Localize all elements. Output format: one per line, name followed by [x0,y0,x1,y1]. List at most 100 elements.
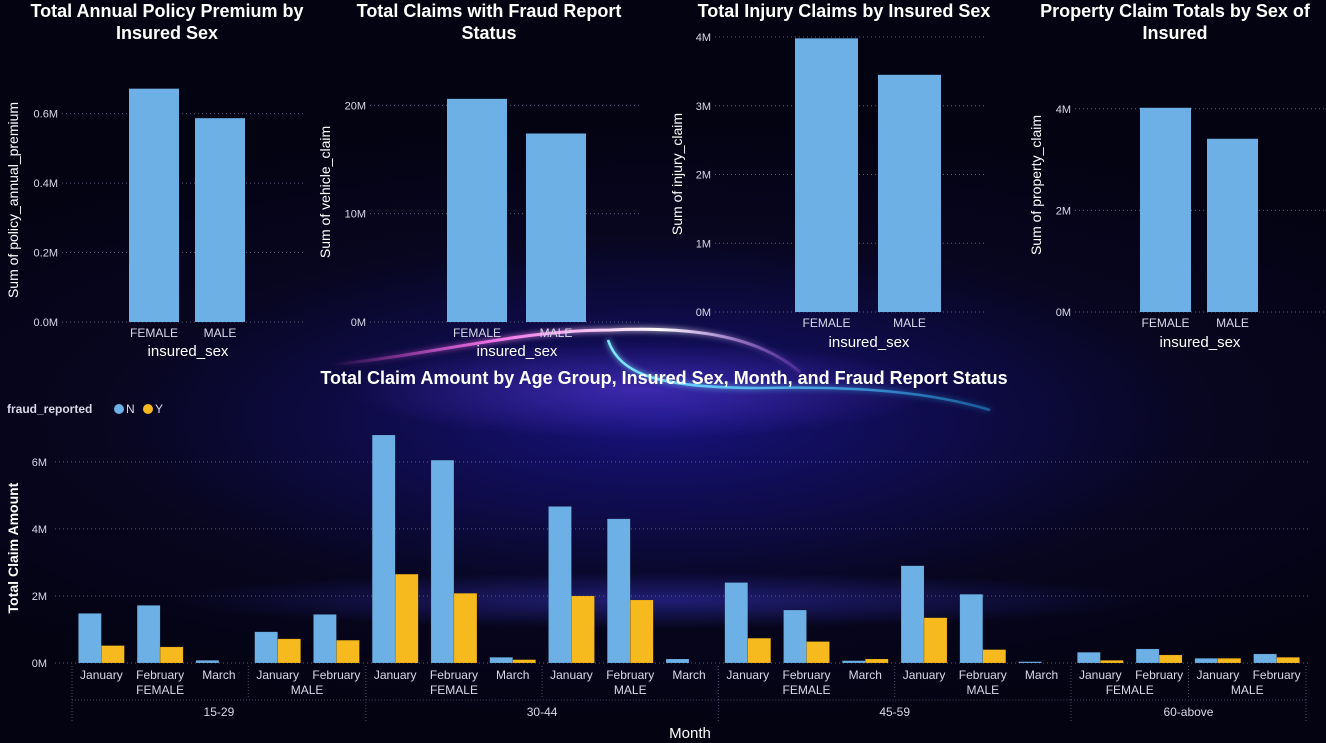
month-label: February [136,668,184,682]
month-label: January [1079,668,1122,682]
bar-45-59-male-march-n [1018,661,1042,664]
bar-60-above-female-january-n [1077,652,1101,664]
age-group-label: 45-59 [879,705,910,719]
x-category-label: MALE [540,326,573,340]
y-tick-label: 2M [696,170,711,182]
y-tick-label: 0.6M [34,109,58,121]
month-label: February [959,668,1007,682]
bar-30-44-female-february-y [453,593,478,664]
x-category-label: FEMALE [802,316,850,330]
chart-title-line: Insured [1142,23,1207,43]
background-light-streaks [329,327,991,412]
bar-30-44-male-january-n [548,506,572,664]
bar-30-44-female-march-n [489,657,513,664]
bar-30-44-female-january-n [371,434,396,664]
age-group-label: 15-29 [204,705,235,719]
small-chart-3: Total Injury Claims by Insured Sex 0M 1M 2M… [669,1,990,351]
legend-label-n: N [126,402,135,416]
chart-title-line: Total Claims with Fraud Report [357,1,622,21]
bar-60-above-female-february-n [1135,648,1160,664]
month-label: March [496,668,529,682]
y-tick-label: 20M [345,100,366,112]
y-axis-title: Sum of property_claim [1028,115,1044,255]
bar-60-above-male-january-y [1217,658,1242,664]
x-axis-title: insured_sex [477,343,558,360]
month-label: February [1135,668,1183,682]
legend-swatch-y [143,404,153,414]
bar-30-44-male-february-y [629,599,654,664]
bar-45-59-female-february-n [783,609,807,664]
y-axis-title: Sum of vehicle_claim [317,126,333,258]
bar-female [1140,107,1191,312]
bar-60-above-male-february-y [1276,657,1300,664]
bar-45-59-male-january-y [923,617,948,664]
bar-male [526,133,586,322]
legend-label-y: Y [155,402,163,416]
sex-group-label: MALE [291,683,324,697]
month-label: March [672,668,705,682]
y-tick-label: 0M [32,658,47,670]
bar-male [1207,138,1258,312]
bar-45-59-female-january-n [724,582,749,664]
x-category-label: FEMALE [130,326,178,340]
bar-15-29-female-february-n [136,605,161,664]
sex-group-label: MALE [614,683,647,697]
x-category-label: MALE [893,316,926,330]
bar-60-above-male-february-n [1253,653,1277,664]
month-label: March [849,668,882,682]
bar-15-29-male-february-n [313,614,337,664]
month-label: February [606,668,654,682]
bar-male [878,74,941,312]
y-tick-label: 2M [1056,205,1071,217]
x-category-label: MALE [204,326,237,340]
chart-title-line: Status [461,23,516,43]
sex-group-label: FEMALE [430,683,478,697]
age-group-label: 60-above [1163,705,1213,719]
bar-female [795,38,858,312]
bar-female [129,88,179,323]
bar-30-44-female-february-n [430,459,455,664]
bar-15-29-female-march-n [195,660,220,664]
y-tick-label: 0.0M [34,317,58,329]
chart-title-line: Total Injury Claims by Insured Sex [698,1,991,21]
y-axis-title: Sum of policy_annual_premium [5,102,21,298]
sex-group-label: FEMALE [136,683,184,697]
month-label: February [430,668,478,682]
y-tick-label: 0M [696,307,711,319]
bar-45-59-female-march-n [842,660,866,664]
x-axis-title: insured_sex [1160,334,1241,351]
month-label: March [202,668,235,682]
bar-30-44-male-january-y [571,595,595,664]
month-label: January [726,668,769,682]
legend-title: fraud_reported [7,402,92,416]
cyan-light-streak [606,339,991,412]
bar-45-59-female-january-y [747,637,772,664]
bar-15-29-female-february-y [159,646,184,664]
bar-15-29-male-january-n [254,631,278,664]
y-tick-label: 4M [696,32,711,44]
y-tick-label: 0M [1056,307,1071,319]
x-category-label: MALE [1216,316,1249,330]
bar-60-above-female-january-y [1100,660,1124,664]
y-tick-label: 4M [1056,104,1071,116]
bar-male [195,118,245,322]
bar-30-44-male-march-n [665,658,690,664]
legend: fraud_reported N Y [7,402,163,416]
bar-60-above-female-february-y [1158,654,1183,664]
sex-group-label: MALE [966,683,999,697]
month-label: March [1025,668,1058,682]
month-label: February [783,668,831,682]
y-axis-title: Sum of injury_claim [669,113,685,235]
main-chart-title: Total Claim Amount by Age Group, Insured… [320,368,1007,388]
month-label: February [1253,668,1301,682]
age-group-label: 30-44 [527,705,558,719]
month-label: January [903,668,946,682]
bar-female [447,98,507,322]
bar-45-59-female-march-y [865,658,889,664]
bar-15-29-female-january-y [101,645,125,664]
x-axis-title: Month [669,725,711,742]
legend-swatch-n [114,404,124,414]
